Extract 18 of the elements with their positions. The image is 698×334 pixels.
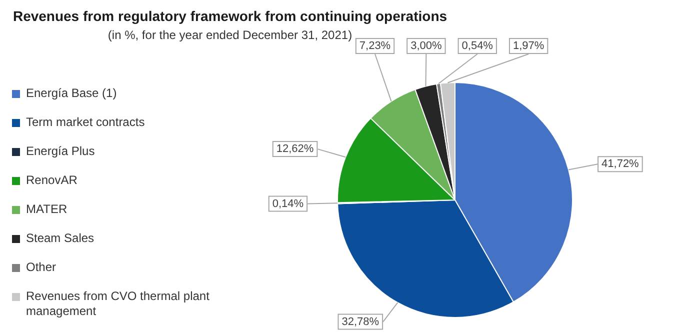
legend-label: Energía Plus (26, 144, 95, 159)
chart-title: Revenues from regulatory framework from continuing operations (12, 8, 448, 24)
data-label: 1,97% (512, 40, 544, 52)
chart-subtitle: (in %, for the year ended December 31, 2021) (106, 28, 354, 42)
data-label: 41,72% (602, 158, 640, 170)
legend-label: Revenues from CVO thermal plant management (26, 289, 210, 319)
data-label: 32,78% (342, 316, 380, 328)
legend-label: Steam Sales (26, 231, 94, 246)
legend-label: Other (26, 260, 56, 275)
data-label: 3,00% (410, 40, 442, 52)
legend-label: RenovAR (26, 173, 78, 188)
legend-label: Energía Base (1) (26, 86, 117, 101)
legend-label: Term market contracts (26, 115, 145, 130)
data-label: 0,14% (272, 198, 304, 210)
legend-label: MATER (26, 202, 68, 217)
data-label: 0,54% (462, 40, 494, 52)
data-label: 12,62% (276, 143, 314, 156)
data-label: 7,23% (359, 40, 391, 52)
